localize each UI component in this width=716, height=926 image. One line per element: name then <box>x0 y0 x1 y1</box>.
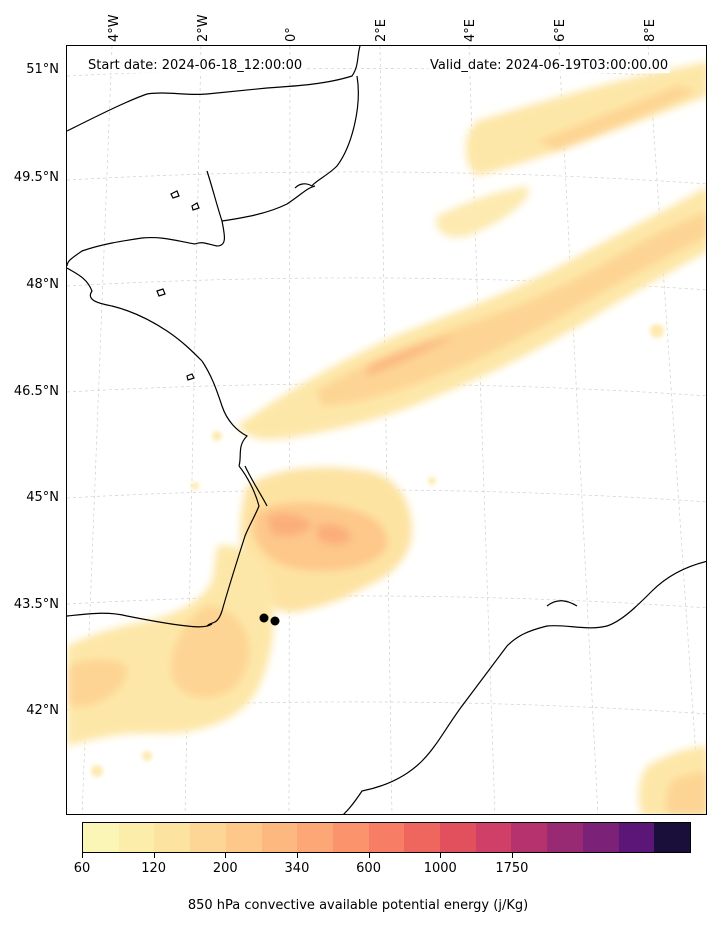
colorbar-segment <box>547 823 583 852</box>
location-marker-2[interactable] <box>270 616 280 626</box>
lon-label-2w: 2°W <box>196 14 211 42</box>
colorbar-tick <box>368 853 370 858</box>
colorbar-segment <box>440 823 476 852</box>
map-panel[interactable] <box>66 45 707 815</box>
colorbar-segment <box>404 823 441 852</box>
colorbar-segment <box>332 823 369 852</box>
colorbar-segment <box>118 823 155 852</box>
lon-label-2e: 2°E <box>374 19 389 42</box>
colorbar <box>82 822 691 853</box>
colorbar-segment <box>190 823 226 852</box>
location-markers <box>259 613 280 626</box>
colorbar-tick <box>153 853 155 858</box>
lat-label-42n: 42°N <box>26 703 59 718</box>
colorbar-tick-label: 340 <box>284 861 310 876</box>
colorbar-title: 850 hPa convective available potential e… <box>187 898 529 913</box>
colorbar-tick-label: 1750 <box>495 861 529 876</box>
start-date-label: Start date: 2024-06-18_12:00:00 <box>86 58 305 73</box>
lat-label-46-5n: 46.5°N <box>13 384 59 399</box>
colorbar-tick <box>296 853 298 858</box>
colorbar-segment <box>154 823 191 852</box>
valid-date-label: Valid_date: 2024-06-19T03:00:00.00 <box>428 58 671 73</box>
cape-shading <box>67 61 706 814</box>
colorbar-tick <box>511 853 513 858</box>
colorbar-tick-label: 600 <box>356 861 381 876</box>
colorbar-segment <box>511 823 548 852</box>
colorbar-segment <box>618 823 655 852</box>
colorbar-segment <box>297 823 333 852</box>
colorbar-tick <box>225 853 227 858</box>
colorbar-segment <box>654 823 690 852</box>
colorbar-segment <box>83 823 119 852</box>
colorbar-segment <box>225 823 262 852</box>
lat-label-43-5n: 43.5°N <box>13 597 59 612</box>
lon-label-6e: 6°E <box>553 19 568 42</box>
lon-label-8e: 8°E <box>643 19 658 42</box>
colorbar-segment <box>582 823 619 852</box>
colorbar-tick-label: 200 <box>212 861 238 876</box>
lon-label-4w: 4°W <box>107 14 122 42</box>
colorbar-segment <box>261 823 298 852</box>
colorbar-tick-label: 120 <box>141 861 167 876</box>
lat-label-49-5n: 49.5°N <box>13 170 59 185</box>
lat-label-51n: 51°N <box>26 62 59 77</box>
colorbar-tick-label: 60 <box>73 861 91 876</box>
lat-label-48n: 48°N <box>26 277 59 292</box>
location-marker-1[interactable] <box>259 613 269 623</box>
colorbar-tick <box>440 853 442 858</box>
map-canvas <box>67 46 706 814</box>
colorbar-tick-label: 1000 <box>423 861 457 876</box>
lon-label-0: 0° <box>284 27 299 42</box>
colorbar-segment <box>368 823 405 852</box>
lat-label-45n: 45°N <box>26 490 59 505</box>
lon-label-4e: 4°E <box>463 19 478 42</box>
colorbar-segment <box>475 823 512 852</box>
coastline <box>67 46 706 814</box>
colorbar-tick <box>82 853 83 858</box>
